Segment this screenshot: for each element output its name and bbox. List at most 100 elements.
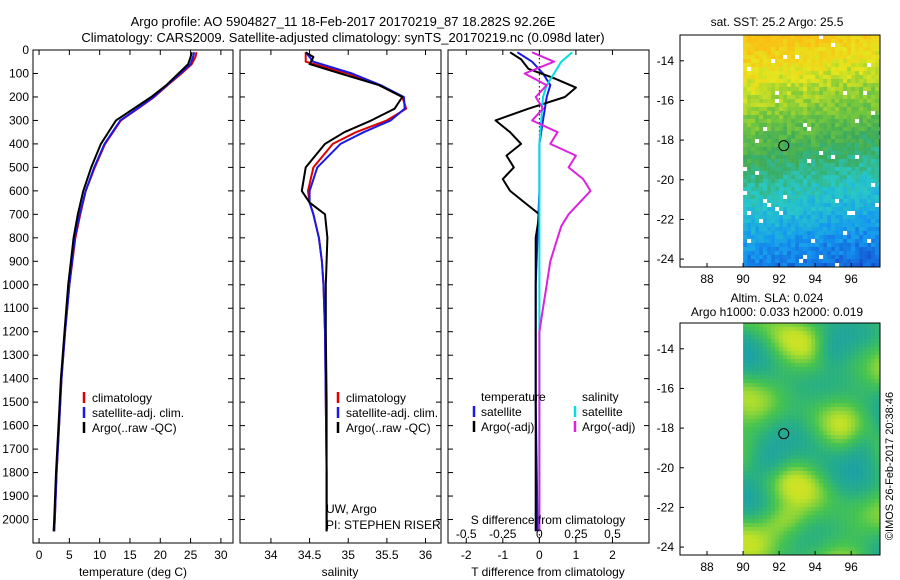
sla-cell [859, 391, 864, 396]
sla-cell [795, 455, 800, 460]
sla-cell [819, 327, 824, 332]
sla-cell [747, 551, 752, 556]
sla-cell [807, 431, 812, 436]
sst-cell [791, 163, 796, 168]
sla-cell [795, 379, 800, 384]
sla-cell [871, 375, 876, 380]
sla-cell [791, 439, 796, 444]
sla-cell [827, 459, 832, 464]
sla-cell [759, 339, 764, 344]
sst-cell [831, 67, 836, 72]
sst-cell [759, 227, 764, 232]
sla-cell [855, 523, 860, 528]
sst-cell [835, 51, 840, 56]
sst-cell [751, 99, 756, 104]
sla-cell [839, 467, 844, 472]
sla-cell [767, 479, 772, 484]
sla-cell [847, 355, 852, 360]
sla-cell [859, 527, 864, 532]
sst-cell [747, 167, 752, 172]
sla-cell [771, 431, 776, 436]
sla-cell [783, 395, 788, 400]
sla-cell [871, 399, 876, 404]
sla-cell [851, 519, 856, 524]
sst-cell [875, 203, 880, 208]
sla-cell [819, 371, 824, 376]
sst-cell [783, 155, 788, 160]
sst-cell [807, 235, 812, 240]
sla-cell [751, 419, 756, 424]
sst-cell [851, 251, 856, 256]
sla-cell [815, 463, 820, 468]
sla-cell [819, 531, 824, 536]
sla-cell [799, 399, 804, 404]
sst-cell [775, 215, 780, 220]
sla-cell [807, 435, 812, 440]
sla-cell [855, 539, 860, 544]
sla-cell [835, 435, 840, 440]
sst-cell [755, 131, 760, 136]
sst-cell [807, 219, 812, 224]
sla-cell [839, 331, 844, 336]
sla-cell [759, 431, 764, 436]
sla-cell [831, 359, 836, 364]
sla-cell [755, 467, 760, 472]
sla-cell [855, 471, 860, 476]
sst-cell [819, 251, 824, 256]
sst-cell [867, 223, 872, 228]
sst-cell [863, 263, 868, 268]
sla-cell [863, 531, 868, 536]
sla-cell [747, 439, 752, 444]
sla-cell [755, 495, 760, 500]
sla-cell [799, 323, 804, 328]
sla-cell [823, 423, 828, 428]
sla-cell [791, 455, 796, 460]
sla-cell [787, 455, 792, 460]
sla-cell [867, 399, 872, 404]
sst-cell [799, 91, 804, 96]
sla-cell [767, 531, 772, 536]
sla-cell [839, 327, 844, 332]
sla-cell [763, 411, 768, 416]
sla-cell [851, 507, 856, 512]
sst-cell [763, 247, 768, 252]
sst-cell [787, 87, 792, 92]
sla-cell [823, 443, 828, 448]
sst-cell [851, 167, 856, 172]
sla-cell [799, 359, 804, 364]
sst-cell [743, 191, 748, 196]
sla-cell [771, 439, 776, 444]
sla-cell [799, 467, 804, 472]
sla-heatmap [743, 323, 881, 556]
sst-cell [835, 71, 840, 76]
sla-cell [799, 551, 804, 556]
sst-cell [875, 151, 880, 156]
sla-cell [787, 439, 792, 444]
sst-cell [763, 67, 768, 72]
sst-cell [851, 83, 856, 88]
sst-cell [851, 219, 856, 224]
sst-cell [779, 119, 784, 124]
sla-cell [819, 343, 824, 348]
sla-cell [827, 343, 832, 348]
sst-cell [763, 159, 768, 164]
sst-cell [791, 139, 796, 144]
sla-cell [839, 499, 844, 504]
sla-cell [767, 547, 772, 552]
sla-cell [875, 415, 880, 420]
sst-cell [827, 211, 832, 216]
sst-cell [811, 219, 816, 224]
difference-xtick-label: 1 [573, 548, 580, 562]
sla-cell [803, 327, 808, 332]
sst-cell [867, 235, 872, 240]
sst-cell [799, 143, 804, 148]
sst-cell [811, 175, 816, 180]
sst-cell [791, 151, 796, 156]
sla-cell [827, 515, 832, 520]
sst-cell [863, 131, 868, 136]
temperature-xtick-label: 20 [154, 548, 168, 562]
sla-cell [791, 399, 796, 404]
sst-cell [807, 171, 812, 176]
sla-cell [767, 503, 772, 508]
sla-cell [823, 543, 828, 548]
